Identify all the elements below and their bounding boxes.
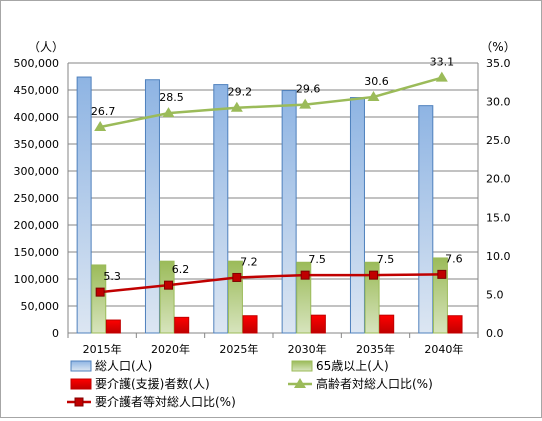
bar-care bbox=[242, 315, 258, 334]
point-care-ratio bbox=[437, 269, 447, 279]
x-tick-label: 2030年 bbox=[288, 342, 327, 356]
x-tick-label: 2020年 bbox=[151, 342, 190, 356]
right-tick-label: 30.0 bbox=[486, 96, 511, 109]
data-label-care: 7.6 bbox=[445, 252, 463, 265]
bar-care bbox=[174, 316, 190, 334]
left-tick-label: 0 bbox=[52, 327, 59, 340]
right-tick-label: 10.0 bbox=[486, 250, 511, 263]
left-tick-label: 400,000 bbox=[14, 111, 60, 124]
data-label-care: 5.3 bbox=[103, 270, 121, 283]
bar-total bbox=[76, 76, 92, 334]
data-label-care: 7.5 bbox=[377, 253, 395, 266]
data-label-elderly: 29.2 bbox=[228, 86, 253, 99]
legend-label: 要介護(支援)者数(人) bbox=[95, 376, 210, 391]
x-tick-label: 2040年 bbox=[424, 342, 463, 356]
data-label-elderly: 33.1 bbox=[430, 56, 455, 69]
bar-total bbox=[281, 90, 297, 334]
point-care-ratio bbox=[369, 270, 378, 280]
point-care-ratio bbox=[300, 270, 310, 280]
data-label-elderly: 26.7 bbox=[91, 105, 116, 118]
right-tick-label: 25.0 bbox=[486, 134, 511, 147]
point-elderly-ratio bbox=[435, 71, 448, 82]
legend-swatch bbox=[70, 360, 92, 372]
data-label-care: 7.2 bbox=[240, 255, 258, 268]
left-tick-label: 250,000 bbox=[14, 192, 60, 205]
point-elderly-ratio bbox=[162, 107, 175, 118]
right-tick-label: 0.0 bbox=[486, 327, 504, 340]
point-elderly-ratio bbox=[367, 90, 380, 101]
left-tick-label: 150,000 bbox=[14, 246, 60, 259]
legend-marker bbox=[74, 397, 84, 407]
left-axis-unit: （人） bbox=[28, 40, 64, 54]
bar-over65 bbox=[91, 264, 107, 334]
legend-label: 高齢者対総人口比(%) bbox=[316, 376, 433, 391]
bar-care bbox=[447, 315, 463, 334]
right-tick-label: 15.0 bbox=[486, 211, 511, 224]
legend-marker bbox=[294, 378, 306, 388]
point-care-ratio bbox=[232, 272, 242, 282]
legend-swatch bbox=[291, 360, 313, 372]
left-tick-label: 100,000 bbox=[14, 273, 60, 286]
data-label-care: 6.2 bbox=[172, 263, 190, 276]
right-tick-label: 20.0 bbox=[486, 173, 511, 186]
bar-over65 bbox=[432, 257, 448, 334]
left-tick-label: 50,000 bbox=[21, 300, 60, 313]
left-tick-label: 450,000 bbox=[14, 84, 60, 97]
bar-total bbox=[418, 105, 434, 334]
point-elderly-ratio bbox=[299, 98, 312, 109]
data-label-elderly: 30.6 bbox=[364, 75, 389, 88]
bar-over65 bbox=[296, 261, 312, 334]
legend-label: 要介護者等対総人口比(%) bbox=[95, 394, 236, 409]
legend-swatch bbox=[70, 378, 92, 390]
point-care-ratio bbox=[164, 280, 173, 290]
point-care-ratio bbox=[95, 287, 105, 297]
bar-over65 bbox=[364, 261, 380, 334]
left-tick-label: 300,000 bbox=[14, 165, 60, 178]
bar-over65 bbox=[159, 260, 175, 334]
right-tick-label: 35.0 bbox=[486, 57, 511, 70]
point-elderly-ratio bbox=[230, 101, 243, 112]
left-tick-label: 500,000 bbox=[14, 57, 60, 70]
right-tick-label: 5.0 bbox=[486, 288, 504, 301]
left-tick-label: 350,000 bbox=[14, 138, 60, 151]
x-tick-label: 2035年 bbox=[356, 342, 395, 356]
data-label-care: 7.5 bbox=[308, 253, 326, 266]
bar-total bbox=[349, 97, 365, 334]
left-tick-label: 200,000 bbox=[14, 219, 60, 232]
point-elderly-ratio bbox=[94, 121, 107, 132]
bar-care bbox=[105, 319, 121, 334]
x-tick-label: 2025年 bbox=[219, 342, 258, 356]
legend-label: 総人口(人) bbox=[95, 359, 152, 373]
bar-care bbox=[379, 314, 395, 334]
bar-total bbox=[213, 84, 229, 334]
bar-over65 bbox=[227, 260, 243, 334]
right-axis-unit: （%） bbox=[480, 40, 515, 54]
data-label-elderly: 29.6 bbox=[296, 83, 321, 96]
x-tick-label: 2015年 bbox=[83, 342, 122, 356]
legend-label: 65歳以上(人) bbox=[316, 359, 389, 373]
line-care-ratio bbox=[100, 273, 442, 294]
line-elderly-ratio bbox=[99, 76, 443, 129]
bar-care bbox=[310, 314, 326, 334]
data-label-elderly: 28.5 bbox=[159, 91, 184, 104]
bar-total bbox=[144, 79, 160, 334]
